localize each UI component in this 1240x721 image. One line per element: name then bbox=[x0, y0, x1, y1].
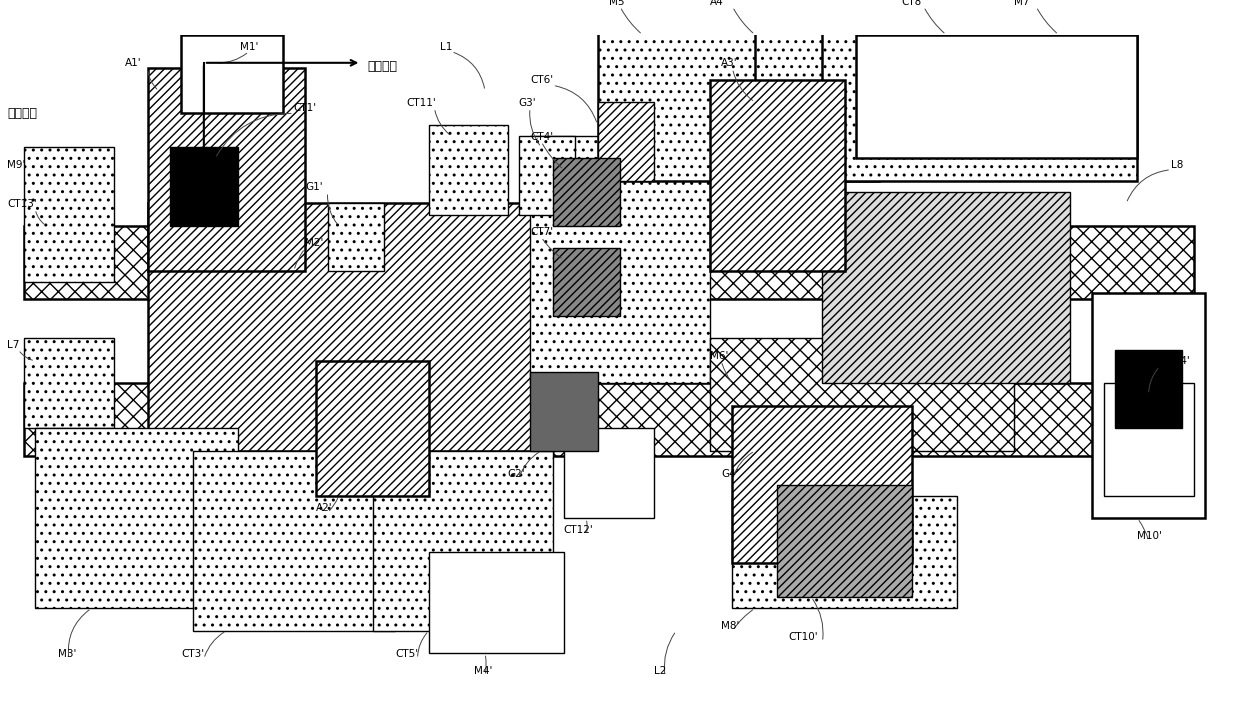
Bar bbox=[327, 203, 384, 271]
Text: G4': G4' bbox=[722, 469, 739, 479]
Bar bbox=[24, 147, 114, 282]
Text: M9': M9' bbox=[7, 159, 25, 169]
Bar bbox=[181, 35, 283, 113]
Bar bbox=[856, 35, 1137, 159]
Text: A2': A2' bbox=[316, 503, 334, 513]
Bar bbox=[598, 24, 755, 181]
Text: M3': M3' bbox=[57, 649, 76, 659]
Bar bbox=[822, 193, 1070, 384]
Text: G3': G3' bbox=[518, 98, 537, 108]
Text: A1': A1' bbox=[125, 58, 141, 68]
Bar bbox=[192, 451, 396, 631]
Bar bbox=[148, 68, 305, 271]
Text: CT1': CT1' bbox=[294, 103, 317, 113]
Bar bbox=[429, 125, 507, 215]
Text: M1': M1' bbox=[239, 42, 258, 52]
Bar bbox=[1092, 293, 1205, 518]
Bar bbox=[24, 384, 1194, 456]
Bar bbox=[372, 451, 553, 631]
Text: G2': G2' bbox=[507, 469, 526, 479]
Text: CT8': CT8' bbox=[901, 0, 924, 6]
Text: CT6': CT6' bbox=[529, 75, 553, 85]
Text: CT4': CT4' bbox=[529, 131, 553, 141]
Text: CT7': CT7' bbox=[529, 227, 553, 237]
Text: CT14': CT14' bbox=[1159, 356, 1189, 366]
Text: CT11': CT11' bbox=[407, 98, 436, 108]
Text: 第一方向: 第一方向 bbox=[367, 60, 397, 73]
Bar bbox=[518, 136, 575, 215]
Text: CT3': CT3' bbox=[181, 649, 205, 659]
Bar bbox=[316, 361, 429, 496]
Text: CT12': CT12' bbox=[564, 525, 594, 535]
Bar bbox=[711, 338, 1013, 451]
Text: G1': G1' bbox=[305, 182, 322, 193]
Text: M5': M5' bbox=[609, 0, 627, 6]
Text: L1: L1 bbox=[440, 42, 453, 52]
Text: A4': A4' bbox=[711, 0, 727, 6]
Bar bbox=[148, 203, 553, 451]
Bar bbox=[529, 136, 711, 384]
Text: M10': M10' bbox=[1137, 531, 1162, 541]
Bar bbox=[24, 338, 114, 428]
Bar bbox=[777, 485, 913, 597]
Bar bbox=[711, 80, 844, 271]
Text: CT13': CT13' bbox=[7, 199, 37, 209]
Bar bbox=[722, 24, 879, 181]
Bar bbox=[429, 552, 564, 653]
Bar bbox=[733, 496, 957, 609]
Text: CT10': CT10' bbox=[789, 632, 818, 642]
Text: M8': M8' bbox=[722, 621, 739, 631]
Text: M2': M2' bbox=[305, 239, 324, 249]
Text: CT5': CT5' bbox=[396, 649, 418, 659]
Text: A3': A3' bbox=[722, 58, 738, 68]
Text: L2: L2 bbox=[653, 665, 666, 676]
Bar bbox=[822, 24, 1137, 181]
Bar bbox=[35, 428, 238, 609]
Bar bbox=[170, 147, 238, 226]
Text: 第二方向: 第二方向 bbox=[7, 107, 37, 120]
Text: L8: L8 bbox=[1171, 159, 1183, 169]
Bar bbox=[1104, 384, 1194, 496]
Bar bbox=[598, 102, 653, 181]
Bar bbox=[553, 159, 620, 226]
Bar bbox=[529, 372, 598, 451]
Text: M7': M7' bbox=[1013, 0, 1032, 6]
Bar bbox=[24, 226, 1194, 299]
Text: M6': M6' bbox=[711, 351, 728, 361]
Text: L7: L7 bbox=[7, 340, 20, 350]
Bar bbox=[553, 249, 620, 316]
Bar bbox=[733, 406, 913, 563]
Bar bbox=[1115, 350, 1183, 428]
Bar bbox=[564, 428, 653, 518]
Text: M4': M4' bbox=[474, 665, 492, 676]
